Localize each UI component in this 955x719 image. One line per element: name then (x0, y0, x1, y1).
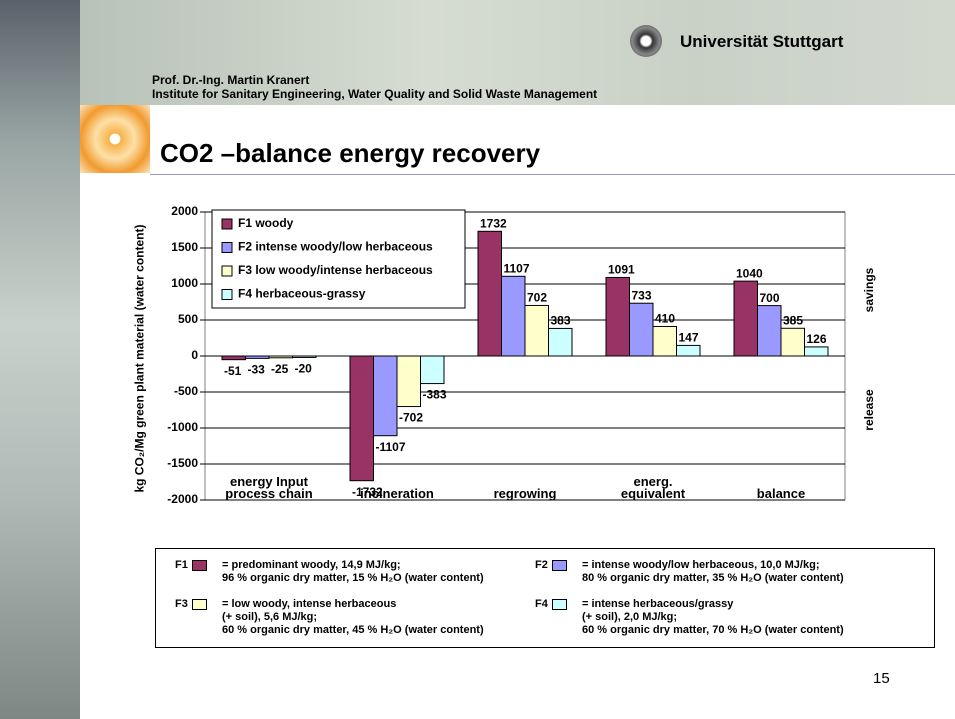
footnote-swatch (192, 560, 207, 571)
slide-title: CO2 –balance energy recovery (160, 138, 541, 168)
y-tick-label: -2000 (167, 492, 198, 506)
data-label: 1732 (480, 216, 507, 230)
footnote-swatch (552, 560, 567, 571)
footnote-line: 60 % organic dry matter, 45 % H₂O (water… (222, 624, 484, 636)
footnote-line: = intense herbaceous/grassy (582, 598, 734, 610)
footnote-key: F3 (175, 598, 188, 610)
footnote-line: 60 % organic dry matter, 70 % H₂O (water… (582, 624, 844, 636)
page-number: 15 (873, 670, 890, 687)
y-tick-label: 0 (191, 348, 198, 362)
footnote-swatch (552, 599, 567, 610)
data-label: -702 (399, 411, 423, 425)
data-label: 700 (760, 291, 780, 305)
data-label: 733 (632, 288, 652, 302)
institute: Institute for Sanitary Engineering, Wate… (152, 87, 598, 101)
bar (420, 355, 445, 385)
data-label: 702 (527, 291, 547, 305)
annotation: release (862, 389, 876, 431)
bar (548, 327, 573, 357)
bar (652, 325, 677, 357)
legend-swatch (221, 218, 233, 230)
footnote-line: = intense woody/low herbaceous, 10,0 MJ/… (582, 559, 820, 571)
data-label: -1107 (376, 440, 406, 454)
bar (605, 276, 630, 357)
y-tick-label: 1500 (171, 240, 198, 254)
bar (396, 355, 421, 408)
y-tick-label: -1500 (167, 456, 198, 470)
data-label: 126 (807, 332, 827, 346)
footnote-key: F4 (535, 598, 548, 610)
bar (501, 275, 526, 357)
data-label: -51 (224, 364, 242, 378)
x-tick-label: energy Input process chain (225, 474, 313, 501)
bar (373, 355, 398, 437)
annotation: savings (862, 267, 876, 312)
legend-label: F2 intense woody/low herbaceous (238, 240, 433, 254)
footnote-line: 96 % organic dry matter, 15 % H₂O (water… (222, 572, 484, 584)
data-label: 1040 (736, 266, 763, 280)
legend-label: F3 low woody/intense herbaceous (238, 263, 433, 277)
bar (676, 344, 701, 357)
bar (629, 302, 654, 357)
bar (524, 304, 549, 357)
y-tick-label: 500 (178, 312, 198, 326)
bar (245, 355, 270, 359)
data-label: -383 (423, 388, 447, 402)
legend-label: F1 woody (238, 216, 294, 230)
bar (221, 355, 246, 361)
legend-box (211, 209, 466, 309)
bar (780, 327, 805, 357)
side-image (0, 0, 80, 719)
y-tick-label: -1000 (167, 420, 198, 434)
y-tick-label: 1000 (171, 276, 198, 290)
bar (804, 346, 829, 357)
header-image (80, 0, 955, 105)
bar (268, 355, 293, 359)
bar (733, 280, 758, 357)
legend-swatch (221, 289, 233, 300)
author: Prof. Dr.-Ing. Martin Kranert (152, 73, 310, 87)
seal (630, 25, 662, 57)
x-tick-label: balance (756, 486, 806, 501)
data-label: 410 (655, 312, 675, 326)
bar (757, 305, 782, 357)
y-tick-label: -500 (174, 384, 198, 398)
y-axis-title: kg CO₂/Mg green plant material (water co… (132, 224, 147, 493)
university: Universität Stuttgart (680, 32, 844, 51)
footnote-key: F2 (535, 559, 548, 571)
x-tick-label: energ. equivalent (620, 474, 686, 501)
title-rule (150, 174, 955, 175)
x-tick-label: regrowing (493, 486, 557, 501)
legend-swatch (221, 242, 233, 253)
bar (349, 355, 374, 482)
footnote-line: 80 % organic dry matter, 35 % H₂O (water… (582, 572, 844, 584)
footnote-line: (+ soil), 2,0 MJ/kg; (582, 611, 678, 623)
legend-swatch (221, 265, 233, 277)
data-label: 385 (783, 313, 803, 327)
footnote-box (155, 548, 935, 648)
data-label: -25 (271, 362, 289, 376)
bar (292, 355, 317, 358)
legend-label: F4 herbaceous-grassy (238, 287, 366, 301)
data-label: 147 (679, 331, 699, 345)
footnote-line: (+ soil), 5,6 MJ/kg; (222, 611, 318, 623)
x-tick-label: incineration (360, 486, 434, 501)
data-label: 383 (551, 314, 571, 328)
footnote-swatch (192, 599, 207, 610)
bar (477, 230, 502, 357)
data-label: -33 (248, 363, 266, 377)
data-label: 1107 (504, 261, 530, 275)
y-tick-label: 2000 (171, 204, 198, 218)
data-label: -20 (295, 362, 313, 376)
logo (80, 105, 150, 173)
data-label: 1091 (608, 263, 635, 277)
footnote-line: = predominant woody, 14,9 MJ/kg; (222, 559, 401, 571)
data-label: -1732 (352, 485, 383, 499)
footnote-line: = low woody, intense herbaceous (222, 598, 397, 610)
footnote-key: F1 (175, 559, 188, 571)
